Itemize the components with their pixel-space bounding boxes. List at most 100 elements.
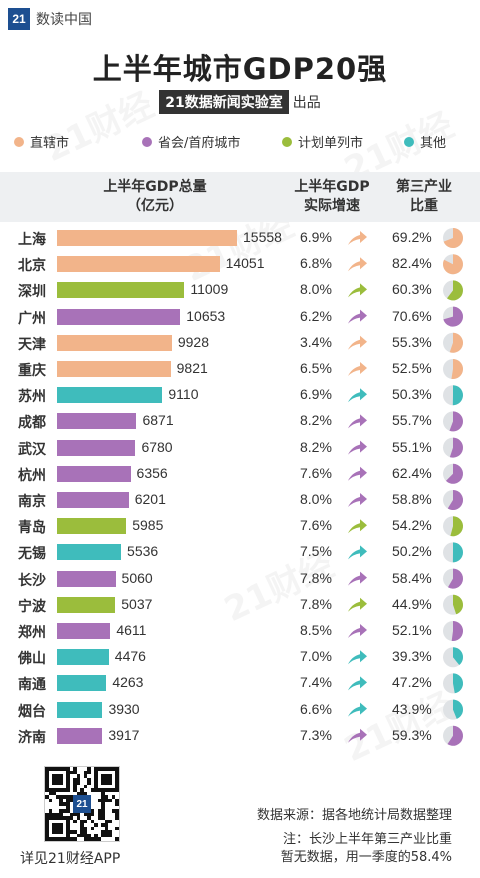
qr-module <box>48 788 53 792</box>
gdp-value-label: 6356 <box>136 464 168 481</box>
qr-module <box>52 830 56 834</box>
share-label: 59.3% <box>392 726 432 743</box>
qr-module <box>104 774 109 778</box>
qr-module <box>104 767 109 771</box>
qr-module <box>73 788 77 792</box>
qr-module <box>69 830 74 834</box>
qr-module <box>90 826 95 831</box>
qr-module <box>83 819 88 824</box>
brand-logo: 21 <box>8 8 30 30</box>
qr-module <box>101 798 105 803</box>
gdp-bar <box>57 518 127 535</box>
qr-module <box>59 802 63 806</box>
city-label: 苏州 <box>18 389 46 406</box>
qr-module <box>108 819 112 824</box>
growth-arrow-icon <box>348 728 367 743</box>
qr-module <box>52 826 56 831</box>
gdp-bar <box>57 413 137 430</box>
growth-arrow-icon <box>348 362 367 376</box>
qr-module <box>87 816 91 820</box>
qr-module <box>76 791 81 796</box>
share-pie-slice <box>450 516 463 537</box>
qr-module <box>108 833 112 838</box>
share-label: 60.3% <box>392 281 432 298</box>
city-label: 上海 <box>18 232 46 248</box>
qr-module <box>104 777 109 782</box>
qr-module <box>55 781 60 785</box>
qr-center-logo: 21 <box>73 795 91 813</box>
share-label: 58.8% <box>392 491 432 507</box>
share-pie-slice <box>447 568 463 589</box>
city-label: 成都 <box>18 415 46 432</box>
qr-module <box>115 809 119 813</box>
note-line-1: 注：长沙上半年第三产业比重 <box>282 832 452 847</box>
qr-module <box>55 830 60 834</box>
qr-module <box>101 767 105 771</box>
qr-module <box>52 788 56 792</box>
gdp-bar <box>57 439 136 456</box>
city-label: 无锡 <box>18 546 46 563</box>
gdp-value-label: 5037 <box>121 595 153 612</box>
qr-module <box>45 777 49 782</box>
brand-bar: 21 数读中国 <box>8 8 92 30</box>
qr-module <box>52 823 56 827</box>
qr-module <box>76 774 81 778</box>
city-label: 南京 <box>18 494 46 510</box>
share-label: 52.1% <box>392 622 432 638</box>
gdp-value-label: 5536 <box>127 543 159 560</box>
qr-module <box>94 777 98 782</box>
qr-module <box>62 795 67 799</box>
growth-label: 8.2% <box>300 412 332 429</box>
qr-module <box>83 830 88 834</box>
growth-label: 7.4% <box>300 674 332 691</box>
share-label: 55.1% <box>392 438 432 455</box>
publisher-suffix: 出品 <box>292 95 321 111</box>
growth-label: 8.5% <box>300 622 332 638</box>
qr-module <box>104 819 109 824</box>
qr-module <box>66 777 70 782</box>
qr-module <box>66 781 70 785</box>
legend: 直辖市 省会/首府城市 计划单列市 其他 <box>0 132 480 154</box>
growth-arrow-icon <box>348 519 367 534</box>
qr-module <box>73 777 77 782</box>
qr-module <box>59 788 63 792</box>
qr-module <box>101 823 105 827</box>
qr-module <box>76 812 81 817</box>
growth-arrow-icon <box>348 597 367 612</box>
legend-label: 省会/首府城市 <box>158 136 241 151</box>
legend-swatch <box>142 136 152 147</box>
qr-module <box>104 795 109 799</box>
qr-module <box>115 770 119 775</box>
growth-label: 7.8% <box>300 595 332 612</box>
qr-module <box>69 837 74 841</box>
qr-module <box>45 826 49 831</box>
qr-module <box>55 826 60 831</box>
qr-module <box>48 816 53 820</box>
share-pie-slice <box>451 359 463 380</box>
growth-arrow-icon <box>348 440 367 455</box>
qr-module <box>94 823 98 827</box>
growth-arrow-icon <box>348 624 367 638</box>
legend-item-municipality: 直辖市 <box>14 132 69 151</box>
qr-module <box>45 833 49 838</box>
qr-module <box>115 774 119 778</box>
qr-module <box>101 802 105 806</box>
qr-module <box>83 770 88 775</box>
qr-module <box>115 802 119 806</box>
qr-module <box>69 795 74 799</box>
qr-module <box>108 774 112 778</box>
qr-module <box>101 833 105 838</box>
growth-label: 7.5% <box>300 543 332 560</box>
qr-module <box>90 812 95 817</box>
legend-label: 其他 <box>420 136 447 151</box>
qr-module <box>66 823 70 827</box>
qr-module <box>73 767 77 771</box>
growth-column-header: 上半年GDP 实际增速 <box>282 178 382 216</box>
qr-module <box>97 816 102 820</box>
qr-module <box>73 819 77 824</box>
header-line: 实际增速 <box>304 198 360 214</box>
qr-module <box>69 816 74 820</box>
share-label: 43.9% <box>392 700 432 717</box>
qr-module <box>111 809 116 813</box>
share-pie-slice <box>443 306 463 327</box>
